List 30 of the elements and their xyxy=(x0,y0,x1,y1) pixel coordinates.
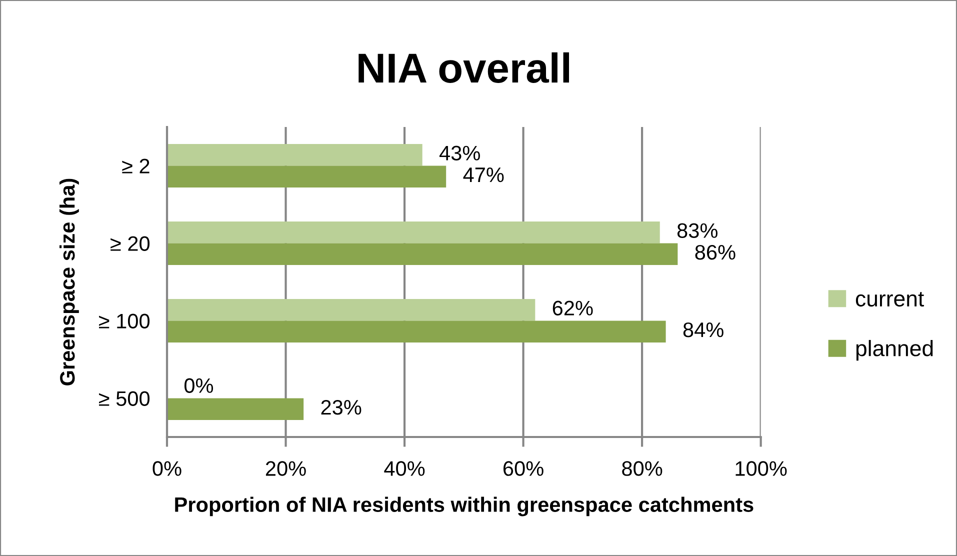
bar xyxy=(166,243,678,265)
data-label: 47% xyxy=(463,168,504,182)
x-tick-label: 100% xyxy=(736,461,787,476)
y-tick-label: ≥ 100 xyxy=(99,314,150,329)
bar xyxy=(166,222,660,244)
data-label: 0% xyxy=(184,378,214,394)
data-label: 43% xyxy=(439,146,480,160)
legend-label: planned xyxy=(856,340,933,361)
data-label: 83% xyxy=(677,223,718,238)
x-axis-title: Proportion of NIA residents within greenspace catchments xyxy=(175,496,754,516)
x-tick-label: 40% xyxy=(384,461,425,476)
x-tick-label: 20% xyxy=(266,461,306,476)
x-tick-label: 0% xyxy=(152,461,182,476)
bar xyxy=(166,144,422,166)
y-tick-label: ≥ 2 xyxy=(122,158,150,174)
y-tick-label: ≥ 20 xyxy=(110,236,150,252)
bar xyxy=(166,398,304,420)
legend-label: current xyxy=(856,292,924,307)
chart-title: NIA overall xyxy=(358,52,570,83)
bar xyxy=(166,166,446,188)
x-tick-label: 60% xyxy=(504,461,544,476)
y-tick-label: ≥ 500 xyxy=(99,391,150,406)
data-label: 84% xyxy=(683,322,724,338)
data-label: 23% xyxy=(321,400,362,415)
data-label: 62% xyxy=(552,300,593,316)
x-tick-label: 80% xyxy=(622,461,662,476)
bar xyxy=(166,299,536,321)
data-label: 86% xyxy=(695,244,736,260)
y-axis-title: Greenspace size (ha) xyxy=(59,178,79,386)
bar xyxy=(166,320,666,342)
